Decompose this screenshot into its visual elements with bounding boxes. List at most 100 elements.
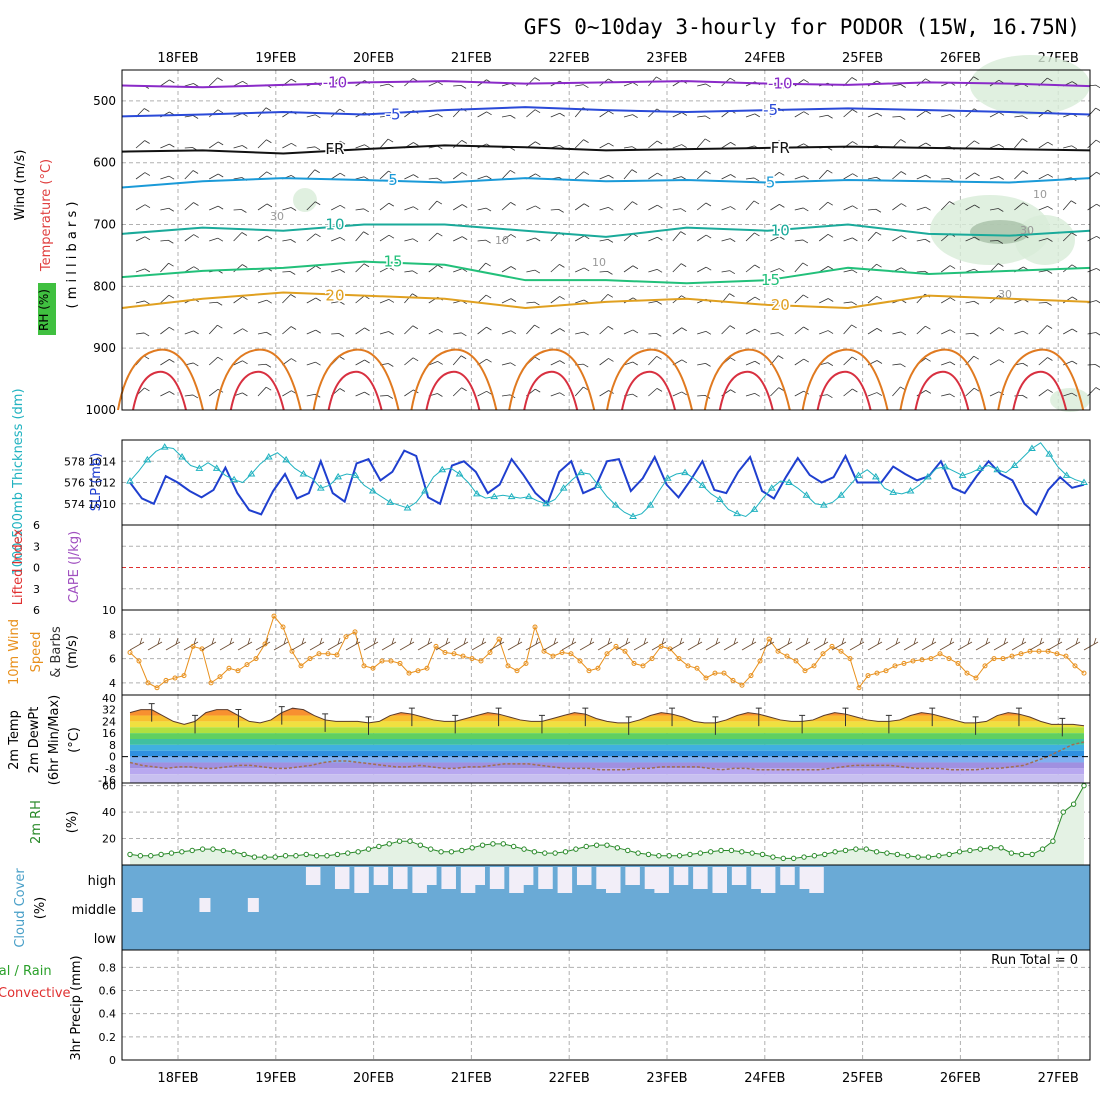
temperature-contour-label-5-b: 5	[388, 171, 398, 189]
wind-barb-8-32	[916, 325, 931, 335]
thickness-point-82	[837, 491, 846, 498]
wind10m-barb-48	[561, 637, 577, 651]
temp-band-5	[130, 727, 1084, 734]
wind-barb-5-28	[818, 233, 834, 242]
wind-barb-6-4	[233, 264, 248, 273]
rh2m-point-10	[230, 849, 237, 855]
temperature-contour-label--5-a: -5	[763, 101, 778, 119]
wind10m-point-81	[856, 685, 862, 691]
wind10m-barb-38	[471, 637, 487, 651]
rh2m-point-72	[873, 849, 880, 855]
wind-barb-1-17	[550, 112, 565, 118]
temperature-contour-20	[121, 291, 1091, 310]
ylabel-precip: 3hr Precip (mm)	[69, 955, 84, 1060]
wind-barb-8-26	[770, 332, 784, 337]
rh2m-point-38	[521, 846, 527, 852]
wind10m-point-26	[361, 663, 367, 669]
wind-barb-5-24	[721, 238, 736, 242]
temp-minmax-66	[842, 707, 849, 727]
wind-barb-9-31	[892, 363, 906, 368]
rh2m-point-13	[262, 854, 268, 860]
wind10m-barb-42	[507, 637, 523, 651]
rh2m-point-36	[500, 841, 507, 847]
rh2m-point-7	[199, 846, 206, 852]
wind-barb-4-2	[184, 202, 199, 211]
wind10m-barb-68	[741, 637, 757, 651]
thickness-point-38	[455, 470, 464, 477]
wind10m-barb-30	[399, 637, 415, 651]
wind-barb-5-37	[1038, 238, 1053, 242]
rh2m-point-23	[365, 846, 372, 852]
wind-barb-0-12	[428, 81, 443, 87]
wind-barb-5-4	[233, 232, 248, 242]
temp-tick--8: -8	[105, 762, 116, 775]
temp-band-4	[130, 721, 1084, 728]
rh2m-point-46	[604, 842, 610, 848]
wind-barb-2-34	[965, 140, 980, 149]
temp-band-11	[130, 762, 1084, 769]
hot-contour-6	[718, 370, 774, 411]
wind-barb-6-39	[1087, 268, 1100, 273]
wind-barb-1-20	[623, 114, 638, 118]
rh-contour-label-2: 10	[1033, 188, 1047, 201]
wind-barb-4-19	[599, 206, 614, 211]
wind-barb-6-19	[599, 270, 613, 275]
chart-title: GFS 0~10day 3-hourly for PODOR (15W, 16.…	[524, 15, 1080, 39]
temperature-contour-5	[121, 177, 1091, 189]
date-label-bottom-18FEB: 18FEB	[157, 1071, 198, 1086]
wind10m-point-42	[505, 663, 511, 669]
wind10m-point-29	[388, 658, 394, 664]
wind-barb-0-4	[233, 80, 248, 87]
wind-barb-8-18	[575, 331, 589, 336]
wind10m-point-85	[892, 663, 898, 669]
wind-barb-7-8	[331, 301, 345, 305]
wind-tick-10: 10	[102, 604, 116, 617]
wind10m-barb-66	[723, 637, 739, 651]
thickness-point-28	[368, 487, 377, 494]
wind10m-point-55	[622, 648, 628, 654]
rh2m-point-47	[614, 845, 621, 851]
date-label-bottom-23FEB: 23FEB	[646, 1071, 687, 1086]
wind-barb-6-10	[379, 266, 395, 273]
temp-minmax-54	[712, 716, 719, 735]
wind10m-point-61	[676, 656, 682, 662]
wind-barb-6-20	[623, 265, 639, 273]
temp-band-8	[130, 744, 1084, 751]
wind-barb-2-36	[1014, 138, 1028, 149]
ylabel-temp2m-b: 2m DewPt	[27, 707, 42, 774]
temp-tick-32: 32	[102, 704, 116, 717]
wind-barb-0-26	[770, 84, 784, 89]
wind10m-point-9	[208, 680, 214, 686]
thickness-point-34	[420, 487, 429, 494]
wind10m-point-31	[406, 670, 412, 676]
thickness-point-62	[663, 474, 672, 481]
precip-tick-0.8: 0.8	[99, 961, 117, 974]
wind-barb-3-27	[794, 175, 809, 180]
wind-barb-4-13	[452, 204, 468, 211]
date-label-bottom-27FEB: 27FEB	[1038, 1071, 1079, 1086]
wind10m-point-58	[649, 656, 655, 662]
wind-barb-7-21	[648, 300, 662, 305]
wind-barb-10-26	[770, 387, 784, 397]
wind-barb-4-27	[794, 207, 809, 212]
rh2m-point-20	[334, 851, 341, 858]
wind10m-point-83	[874, 670, 880, 676]
wind10m-point-7	[190, 643, 196, 649]
wind10m-point-39	[478, 658, 484, 664]
wind-barb-3-11	[404, 174, 419, 180]
wind10m-point-22	[325, 651, 331, 657]
wind10m-point-3	[154, 685, 160, 691]
wind-barb-1-10	[379, 115, 394, 120]
thickness-point-26	[351, 471, 360, 478]
wind-barb-4-20	[623, 201, 638, 211]
cloud-level-label-low: low	[94, 932, 117, 947]
wind-barb-9-23	[697, 362, 711, 367]
wind-barb-4-26	[770, 204, 785, 211]
wind10m-barb-0	[129, 637, 145, 651]
cloud-high-clear-1	[334, 867, 350, 889]
wind10m-barb-94	[975, 637, 991, 651]
wind10m-point-76	[811, 663, 817, 669]
wind-barb-4-35	[989, 208, 1004, 212]
wind10m-barb-28	[381, 637, 397, 651]
wind-barb-5-22	[672, 231, 686, 242]
